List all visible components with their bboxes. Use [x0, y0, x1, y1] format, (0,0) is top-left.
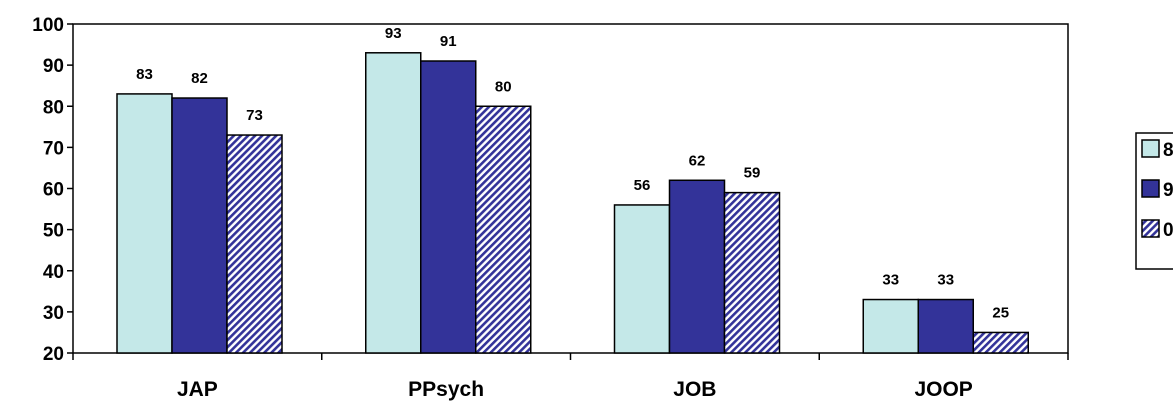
y-tick-label: 90 — [43, 56, 64, 77]
data-label: 25 — [992, 304, 1009, 321]
y-tick-label: 80 — [43, 97, 64, 118]
y-tick-label: 30 — [43, 303, 64, 324]
bar — [862, 298, 919, 354]
legend-label: 80's — [1163, 140, 1173, 161]
bar — [613, 204, 671, 354]
x-axis: JAP PPsych JOB JOOP — [72, 353, 1069, 401]
legend-label: 90's — [1163, 180, 1173, 201]
data-label: 80 — [495, 78, 512, 95]
data-label: 56 — [634, 177, 651, 194]
bar — [365, 52, 422, 354]
legend-swatch — [1141, 179, 1160, 198]
x-category-label: JOB — [673, 378, 716, 401]
bar — [972, 331, 1029, 354]
data-labels: 83 82 73 93 91 80 56 62 59 33 33 25 — [136, 25, 1009, 322]
y-axis: 20 30 40 50 60 70 80 90 100 — [32, 15, 73, 365]
bar — [171, 97, 228, 354]
data-label: 33 — [937, 272, 954, 289]
x-category-label: JOOP — [914, 378, 972, 401]
bar — [668, 179, 726, 354]
y-tick-label: 100 — [32, 15, 64, 36]
bar-series — [116, 52, 1029, 354]
data-label: 83 — [136, 66, 153, 83]
data-label: 33 — [882, 272, 899, 289]
x-category-label: PPsych — [408, 378, 484, 401]
y-tick-label: 50 — [43, 221, 64, 242]
data-label: 82 — [191, 70, 208, 87]
y-tick-label: 70 — [43, 138, 64, 159]
data-label: 91 — [440, 33, 457, 50]
legend-swatch — [1141, 219, 1160, 238]
bar — [917, 298, 974, 354]
y-tick-label: 60 — [43, 180, 64, 201]
bar — [723, 191, 781, 354]
y-tick-label: 40 — [43, 262, 64, 283]
data-label: 73 — [246, 107, 263, 124]
legend-label: 00's — [1163, 220, 1173, 241]
data-label: 59 — [744, 165, 761, 182]
data-label: 93 — [385, 25, 402, 42]
bar — [226, 134, 283, 354]
bar — [116, 93, 173, 354]
bar — [475, 105, 532, 354]
legend: 80's 90's 00's — [1135, 132, 1173, 270]
bar — [420, 60, 477, 354]
x-category-label: JAP — [177, 378, 218, 401]
legend-swatch — [1141, 139, 1160, 158]
data-label: 62 — [689, 152, 706, 169]
y-tick-label: 20 — [43, 344, 64, 365]
